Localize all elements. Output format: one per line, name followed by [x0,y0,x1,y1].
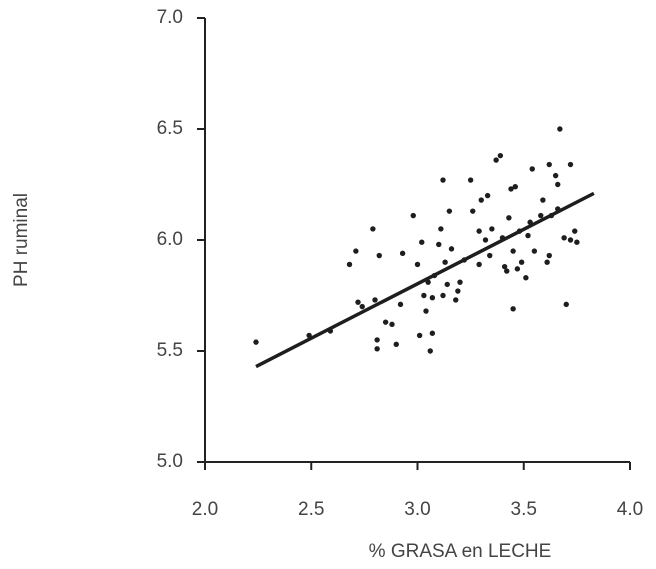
data-point [470,208,476,214]
data-point [529,166,535,172]
y-tick-label: 7.0 [157,7,183,28]
data-point [523,275,529,281]
data-point [421,292,427,299]
regression-line [255,191,595,369]
data-point [440,177,446,183]
data-point [572,228,578,234]
data-point [487,252,493,259]
data-point [546,161,552,168]
data-point [446,208,453,214]
data-point [467,177,474,183]
x-tick-label: 2.0 [192,499,218,520]
data-point [416,332,423,339]
data-point [501,263,508,270]
data-point [546,252,552,259]
data-point [510,248,516,254]
data-point [555,181,561,188]
data-point [567,161,574,168]
data-point [504,268,510,274]
data-point [436,241,442,248]
data-point [346,261,353,268]
data-point [453,297,459,303]
data-point [510,306,516,312]
x-tick-label: 3.5 [511,499,537,520]
data-point [370,226,376,232]
data-point [557,126,563,132]
x-tick-label: 4.0 [617,499,643,520]
data-point [399,250,406,257]
data-point [512,184,518,190]
data-point [493,157,499,163]
data-point [376,252,382,259]
data-point [476,261,482,268]
data-point [429,330,436,336]
y-axis-title: PH ruminal [11,193,32,287]
data-point [442,259,448,265]
data-point [359,303,365,310]
data-point [372,297,378,303]
data-point [253,339,259,345]
y-tick-label: 5.0 [157,451,183,472]
data-point [423,308,429,314]
data-point [574,239,580,245]
data-point [518,259,525,265]
data-point [374,337,380,343]
data-point [531,248,538,254]
data-point [419,239,425,245]
data-point [561,235,567,241]
y-tick-label: 5.5 [157,340,183,361]
data-point [544,259,550,265]
data-point [355,299,361,305]
data-point [397,301,404,308]
data-point [455,288,461,294]
data-point [410,212,416,219]
data-point [353,248,359,254]
data-point [482,237,489,243]
data-point [538,212,544,219]
data-point [389,321,395,328]
data-point [563,301,569,308]
x-axis-title: % GRASA en LECHE [369,541,552,562]
data-point [525,232,531,239]
y-tick-label: 6.5 [157,118,183,139]
data-point [382,319,389,325]
data-point [508,186,514,192]
data-point [440,292,446,299]
data-point [414,261,421,268]
data-point [540,197,546,203]
data-point [506,215,512,221]
data-point [393,341,399,348]
data-point [476,228,482,234]
data-point [489,226,495,232]
data-point [484,192,491,199]
data-point [567,237,574,243]
data-point [444,281,450,288]
y-tick-label: 6.0 [157,229,183,250]
x-tick-label: 2.5 [298,499,324,520]
data-point [427,348,433,354]
data-point [497,152,504,159]
x-tick-label: 3.0 [404,499,430,520]
data-point [552,172,559,179]
data-point [438,226,444,232]
data-point [478,197,484,203]
data-point [374,346,380,352]
data-point [429,295,436,301]
data-point [514,266,521,272]
data-point [457,279,463,285]
data-point [448,246,455,252]
